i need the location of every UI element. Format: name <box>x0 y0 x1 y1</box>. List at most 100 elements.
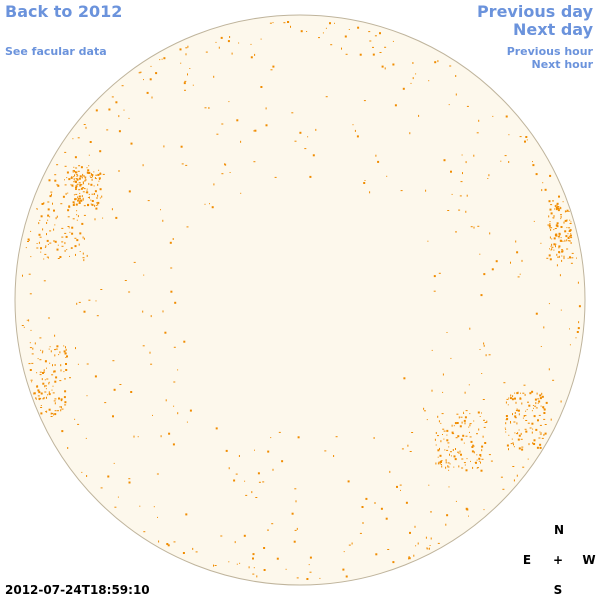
facular-link[interactable]: See facular data <box>5 45 107 58</box>
facula <box>442 373 444 376</box>
facula <box>48 179 51 182</box>
facula <box>49 230 52 232</box>
facula <box>100 487 103 489</box>
facula <box>65 363 67 365</box>
facula <box>94 218 96 221</box>
facula <box>342 568 345 571</box>
facula <box>471 446 474 448</box>
facula <box>565 235 568 238</box>
facula <box>138 72 141 74</box>
facula <box>45 245 47 248</box>
facula <box>42 350 44 353</box>
facula <box>508 448 509 451</box>
facula <box>27 241 29 242</box>
facula <box>465 435 468 437</box>
facula <box>535 173 538 176</box>
facula <box>443 438 445 440</box>
facula <box>531 410 533 412</box>
facula <box>465 210 467 213</box>
facula <box>137 436 139 438</box>
facula <box>77 137 80 139</box>
facula <box>489 232 491 235</box>
facula <box>253 130 256 132</box>
facula <box>392 63 395 66</box>
facula <box>75 174 78 176</box>
facula <box>63 350 66 353</box>
facula <box>428 547 430 550</box>
facula <box>541 395 544 398</box>
facula <box>536 392 538 395</box>
facula <box>84 176 86 179</box>
facula <box>543 408 545 411</box>
facula <box>85 437 87 439</box>
facula <box>364 180 366 181</box>
next-hour-link[interactable]: Next hour <box>531 58 594 71</box>
facula <box>517 438 520 441</box>
facula <box>159 59 161 61</box>
facula <box>53 240 55 242</box>
facula <box>549 258 552 261</box>
previous-hour-link[interactable]: Previous hour <box>506 45 593 58</box>
facula <box>73 166 75 168</box>
facula <box>252 553 255 556</box>
facula <box>90 176 93 178</box>
facula <box>256 575 258 578</box>
facula <box>72 170 75 172</box>
facula <box>519 136 522 138</box>
facula <box>439 454 442 457</box>
facula <box>373 437 375 439</box>
facula <box>514 412 516 414</box>
facula <box>272 65 275 68</box>
facula <box>40 215 43 218</box>
facula <box>78 195 81 198</box>
facula <box>240 140 242 143</box>
facula <box>514 392 516 394</box>
facula <box>68 205 70 207</box>
facula <box>400 489 401 491</box>
facula <box>255 497 258 498</box>
facula <box>31 381 33 383</box>
facula <box>111 208 113 211</box>
facula <box>48 393 51 396</box>
facula <box>89 141 92 143</box>
facula <box>384 46 387 48</box>
facula <box>536 446 539 449</box>
facula <box>449 453 450 456</box>
facula <box>95 300 97 302</box>
facula <box>473 154 475 157</box>
facula <box>220 36 223 39</box>
facula <box>514 415 517 418</box>
next-day-link[interactable]: Next day <box>513 20 593 39</box>
facula <box>510 443 513 445</box>
facula <box>294 488 297 490</box>
facula <box>306 31 308 32</box>
facula <box>295 500 297 503</box>
facula <box>448 104 450 106</box>
facula <box>379 52 382 53</box>
facula <box>457 451 459 453</box>
facula <box>96 315 99 317</box>
facula <box>128 117 130 119</box>
facula <box>189 68 191 69</box>
facula <box>466 105 469 107</box>
facula <box>82 191 85 193</box>
facula <box>133 261 136 263</box>
facula <box>473 420 475 422</box>
facula <box>465 161 467 164</box>
facula <box>560 400 562 403</box>
facula <box>83 310 86 313</box>
previous-day-link[interactable]: Previous day <box>476 2 593 21</box>
back-link[interactable]: Back to 2012 <box>5 2 123 21</box>
facula <box>69 255 70 257</box>
facula <box>46 233 47 236</box>
facula <box>527 458 529 460</box>
facula <box>464 464 466 466</box>
facula <box>312 154 315 157</box>
facula <box>88 182 90 185</box>
facula <box>448 446 450 448</box>
facula <box>306 578 309 580</box>
facula <box>64 179 65 181</box>
facula <box>451 193 453 195</box>
facula <box>557 208 560 209</box>
facula <box>39 374 42 376</box>
